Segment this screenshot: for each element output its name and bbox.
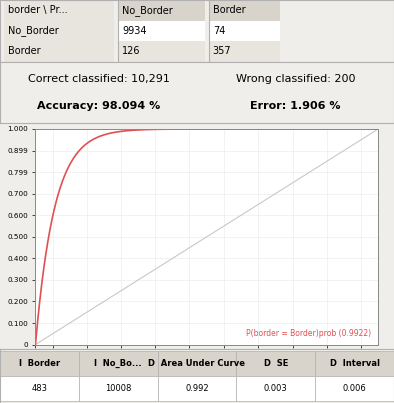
FancyBboxPatch shape [209,21,280,41]
FancyBboxPatch shape [4,21,114,41]
FancyBboxPatch shape [118,41,205,62]
Text: Error: 1.906 %: Error: 1.906 % [250,101,341,111]
FancyBboxPatch shape [315,376,394,401]
Text: 10008: 10008 [105,384,131,393]
FancyBboxPatch shape [0,351,79,376]
Text: No_Border: No_Border [122,5,173,16]
Text: 126: 126 [122,46,141,56]
Text: 0.200: 0.200 [94,363,114,369]
Text: D  Area Under Curve: D Area Under Curve [149,359,245,368]
Text: Border: Border [213,5,245,15]
FancyBboxPatch shape [158,376,236,401]
Text: 0.003: 0.003 [264,384,288,393]
Text: 0.499: 0.499 [196,363,217,369]
Text: No_Border: No_Border [8,25,59,36]
FancyBboxPatch shape [4,0,114,21]
Text: 0.992: 0.992 [185,384,209,393]
Text: 0.700: 0.700 [265,363,286,369]
Text: border \ Pr...: border \ Pr... [8,5,67,15]
FancyBboxPatch shape [118,0,205,21]
Text: 0.399: 0.399 [162,363,182,369]
Text: 9934: 9934 [122,26,147,36]
Text: Wrong classified: 200: Wrong classified: 200 [236,75,355,84]
Text: D  SE: D SE [264,359,288,368]
FancyBboxPatch shape [4,41,114,62]
Text: I  No_Bo...: I No_Bo... [95,359,142,368]
FancyBboxPatch shape [236,376,315,401]
Text: D  Interval: D Interval [330,359,379,368]
FancyBboxPatch shape [0,376,79,401]
FancyBboxPatch shape [209,0,280,21]
Text: Correct classified: 10,291: Correct classified: 10,291 [28,75,169,84]
Text: 0.600: 0.600 [231,363,251,369]
Text: 0.300: 0.300 [128,363,149,369]
Text: 0.006: 0.006 [343,384,366,393]
Text: 0.900: 0.900 [334,363,354,369]
Text: I  Border: I Border [19,359,60,368]
Text: 357: 357 [213,46,231,56]
FancyBboxPatch shape [209,41,280,62]
FancyBboxPatch shape [79,351,158,376]
FancyBboxPatch shape [236,351,315,376]
Text: Accuracy: 98.094 %: Accuracy: 98.094 % [37,101,160,111]
Text: P(border = Border)prob (0.9922): P(border = Border)prob (0.9922) [246,329,372,338]
Text: 1.000: 1.000 [368,363,388,369]
Text: 483: 483 [32,384,47,393]
Text: 74: 74 [213,26,225,36]
Text: 0.800: 0.800 [299,363,320,369]
FancyBboxPatch shape [118,21,205,41]
FancyBboxPatch shape [79,376,158,401]
Text: Border: Border [8,46,41,56]
FancyBboxPatch shape [315,351,394,376]
FancyBboxPatch shape [158,351,236,376]
Text: 0.100: 0.100 [59,363,80,369]
